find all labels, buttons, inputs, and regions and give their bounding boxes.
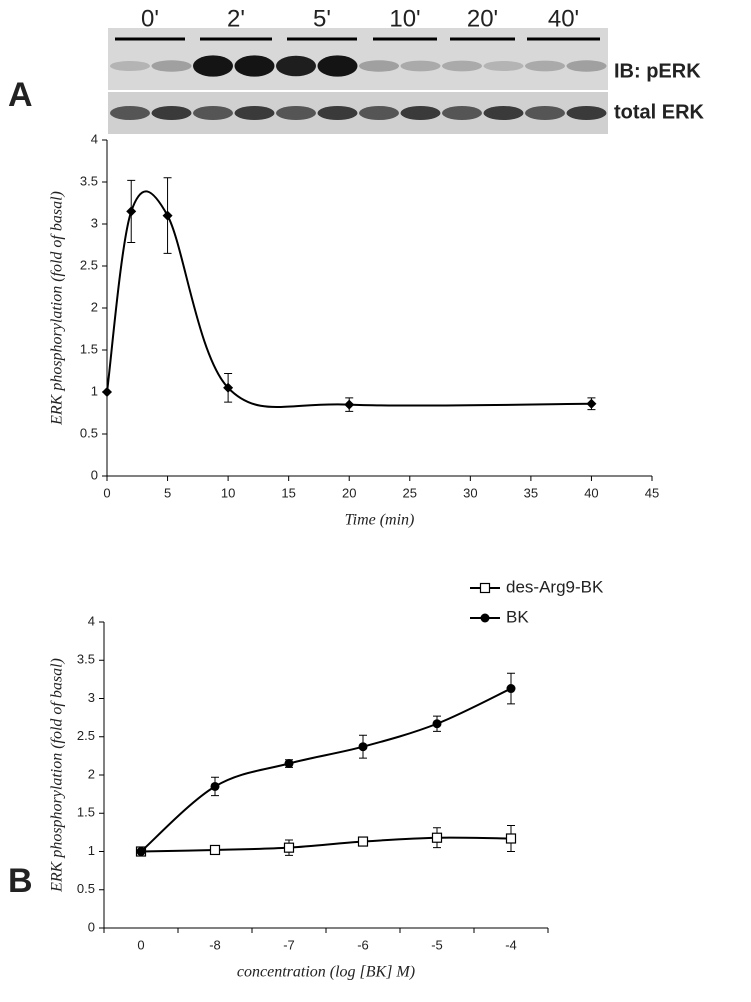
legend-label: BK <box>506 607 529 626</box>
x-axis-title: concentration (log [BK] M) <box>237 964 415 981</box>
y-tick-label: 0.5 <box>80 425 98 440</box>
marker <box>431 832 443 843</box>
lane-label: 40' <box>548 5 579 32</box>
data-line <box>140 836 512 853</box>
data-line <box>106 190 592 409</box>
y-tick-label: 3 <box>91 215 98 230</box>
band <box>317 55 358 77</box>
x-tick-label: 25 <box>403 485 417 500</box>
band <box>566 60 607 72</box>
band <box>359 106 399 120</box>
y-tick-label: 1 <box>91 383 98 398</box>
marker <box>283 842 295 853</box>
y-tick-label: 4 <box>88 613 95 628</box>
lane-label: 10' <box>389 5 420 32</box>
marker <box>505 833 517 844</box>
marker <box>209 844 221 856</box>
marker <box>506 684 516 694</box>
lane-label: 5' <box>313 5 331 32</box>
marker <box>223 382 234 393</box>
marker <box>102 387 112 397</box>
band <box>110 60 150 72</box>
band <box>442 60 482 72</box>
marker <box>284 759 294 769</box>
y-axis-title: ERK phosphorylation (fold of basal) <box>49 658 66 893</box>
x-tick-label: 30 <box>463 485 477 500</box>
marker <box>344 399 355 410</box>
x-tick-label: 15 <box>281 485 295 500</box>
band <box>151 60 192 72</box>
y-axis-title: ERK phosphorylation (fold of basal) <box>49 191 66 426</box>
y-tick-label: 0 <box>88 919 95 934</box>
marker <box>136 847 146 856</box>
x-tick-label: 40 <box>584 485 598 500</box>
x-tick-label: -6 <box>357 937 369 952</box>
band <box>525 106 565 120</box>
panel-label: B <box>8 862 33 900</box>
marker <box>432 719 442 729</box>
y-tick-label: 2 <box>88 766 95 781</box>
x-tick-label: 20 <box>342 485 356 500</box>
data-line <box>140 687 512 853</box>
y-tick-label: 3.5 <box>77 652 95 667</box>
lane-label: 2' <box>227 5 245 32</box>
band <box>359 60 399 72</box>
blot-row-label: IB: pERK <box>614 60 701 82</box>
band <box>276 106 316 120</box>
y-tick-label: 2 <box>91 299 98 314</box>
band <box>400 60 441 72</box>
band <box>234 55 275 77</box>
x-tick-label: 5 <box>164 485 171 500</box>
x-tick-label: 0 <box>137 937 144 952</box>
y-tick-label: 0.5 <box>77 881 95 896</box>
y-tick-label: 1 <box>88 843 95 858</box>
band <box>566 106 607 120</box>
x-tick-label: -4 <box>505 937 517 952</box>
x-tick-label: -7 <box>283 937 295 952</box>
band <box>483 60 524 72</box>
y-tick-label: 3.5 <box>80 173 98 188</box>
blot-bands <box>110 55 607 120</box>
y-tick-label: 2.5 <box>80 257 98 272</box>
x-tick-label: 45 <box>645 485 659 500</box>
lane-label: 20' <box>467 5 498 32</box>
y-tick-label: 2.5 <box>77 728 95 743</box>
band <box>400 106 441 120</box>
legend-marker <box>479 582 491 594</box>
marker <box>357 836 369 847</box>
x-tick-label: -8 <box>209 937 221 952</box>
marker <box>126 206 137 217</box>
x-tick-label: -5 <box>431 937 443 952</box>
band <box>276 55 316 77</box>
band <box>234 106 275 120</box>
marker <box>210 781 220 791</box>
y-tick-label: 1.5 <box>80 341 98 356</box>
marker <box>162 210 173 221</box>
legend-label: des-Arg9-BK <box>506 577 604 596</box>
x-tick-label: 0 <box>103 485 110 500</box>
marker <box>586 398 597 409</box>
band <box>525 60 565 72</box>
lane-label: 0' <box>141 5 159 32</box>
legend-marker <box>480 613 490 623</box>
marker <box>358 742 368 752</box>
x-tick-label: 35 <box>524 485 538 500</box>
y-tick-label: 0 <box>91 467 98 482</box>
band <box>110 106 150 120</box>
band <box>193 55 233 77</box>
band <box>193 106 233 120</box>
x-axis-title: Time (min) <box>345 512 415 529</box>
band <box>317 106 358 120</box>
band <box>151 106 192 120</box>
band <box>442 106 482 120</box>
blot-row-label: total ERK <box>614 101 705 123</box>
blot-pERK <box>108 28 608 90</box>
y-tick-label: 3 <box>88 690 95 705</box>
y-tick-label: 4 <box>91 131 98 146</box>
band <box>483 106 524 120</box>
y-tick-label: 1.5 <box>77 805 95 820</box>
panel-label: A <box>8 76 33 114</box>
x-tick-label: 10 <box>221 485 235 500</box>
